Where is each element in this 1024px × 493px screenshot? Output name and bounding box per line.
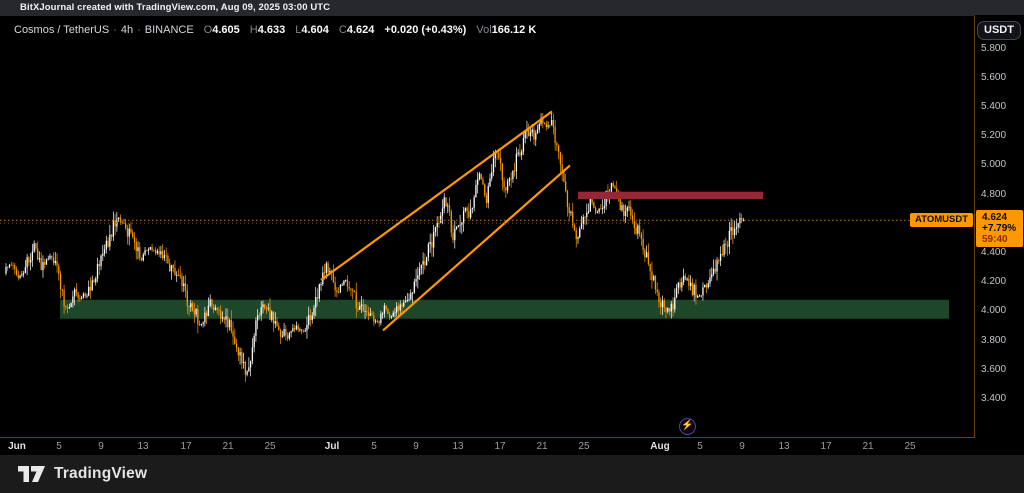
time-tick-label: 13 [452,441,464,452]
time-tick-label: 25 [264,441,276,452]
attribution-text: BitXJournal created with TradingView.com… [20,2,331,13]
current-price-box: 4.624 +7.79% 59:40 [976,210,1023,248]
price-line-symbol-text: ATOMUSDT [915,214,968,226]
symbol-title[interactable]: Cosmos / TetherUS [14,24,110,36]
time-tick-label: 13 [778,441,790,452]
candles [5,112,745,383]
time-tick-label: 9 [98,441,104,452]
price-tick-label: 5.600 [981,71,1007,83]
time-tick-label: 9 [739,441,745,452]
time-tick-label: 21 [536,441,548,452]
price-tick-label: 3.600 [981,363,1007,375]
price-tick-label: 4.200 [981,276,1007,288]
time-tick-label: 17 [820,441,832,452]
tradingview-logo-icon[interactable] [18,466,45,482]
channel_upper-trendline[interactable] [320,110,553,281]
separator-dot: · [137,24,141,36]
time-tick-label: 13 [137,441,149,452]
currency-toggle-button[interactable]: USDT [977,21,1021,40]
high-label: H [249,24,258,36]
time-axis[interactable]: Jun 5 9 13 17 21 25 Jul 5 9 13 17 21 25 Aug 5 9 13 17 21 25 [0,438,974,455]
high-value: 4.633 [257,24,286,36]
interval-label[interactable]: 4h [120,24,134,36]
symbol-info-row[interactable]: Cosmos / TetherUS · 4h · BINANCE O4.605 … [14,22,536,38]
lightning-badge-icon[interactable]: ⚡ [679,418,696,435]
support-zone[interactable] [60,299,949,319]
volume-label: Vol [476,24,492,36]
time-tick-label: 5 [56,441,62,452]
time-tick-label: 17 [180,441,192,452]
current-price-value: 4.624 [982,212,1008,224]
channel_lower-trendline[interactable] [382,164,571,332]
time-tick-label: 5 [697,441,703,452]
open-value: 4.605 [212,24,240,36]
current-change-pct: +7.79% [982,223,1017,235]
price-line-symbol-label: ATOMUSDT [910,213,973,228]
open-label: O [203,24,213,36]
resistance-zone[interactable] [578,191,763,199]
time-tick-label: 5 [371,441,377,452]
bar-countdown: 59:40 [982,234,1008,246]
volume-value: 166.12 K [491,24,537,36]
tradingview-logo-text[interactable]: TradingView [54,465,148,482]
time-tick-label: 25 [578,441,590,452]
price-tick-label: 3.800 [981,334,1007,346]
price-tick-label: 4.800 [981,188,1007,200]
price-axis-border [974,16,975,437]
price-tick-label: 5.000 [981,159,1007,171]
close-value: 4.624 [346,24,375,36]
price-tick-label: 5.400 [981,100,1007,112]
attribution-bar: BitXJournal created with TradingView.com… [0,0,1024,16]
time-tick-label: 25 [904,441,916,452]
price-tick-label: 4.400 [981,247,1007,258]
time-axis-border [0,437,1024,438]
low-label: L [295,24,302,36]
time-tick-month-label: Jun [8,441,26,452]
time-tick-label: 17 [494,441,506,452]
time-tick-month-label: Jul [324,441,340,452]
change-value: +0.020 (+0.43%) [384,24,467,36]
time-tick-label: 21 [222,441,234,452]
candlestick-chart[interactable] [0,15,963,437]
price-tick-label: 5.800 [981,42,1007,54]
time-tick-label: 9 [413,441,419,452]
exchange-label: BINANCE [144,24,194,36]
price-axis[interactable]: USDT 5.800 5.600 5.400 5.200 5.000 4.800 4.400… [975,15,1024,455]
price-tick-label: 4.000 [981,305,1007,317]
low-value: 4.604 [301,24,329,36]
time-tick-label: 21 [862,441,874,452]
separator-dot: · [113,24,117,36]
price-tick-label: 5.200 [981,130,1007,142]
close-label: C [338,24,347,36]
price-tick-label: 3.400 [981,393,1007,405]
time-tick-month-label: Aug [650,441,670,452]
footer-bar: TradingView [0,455,1024,493]
